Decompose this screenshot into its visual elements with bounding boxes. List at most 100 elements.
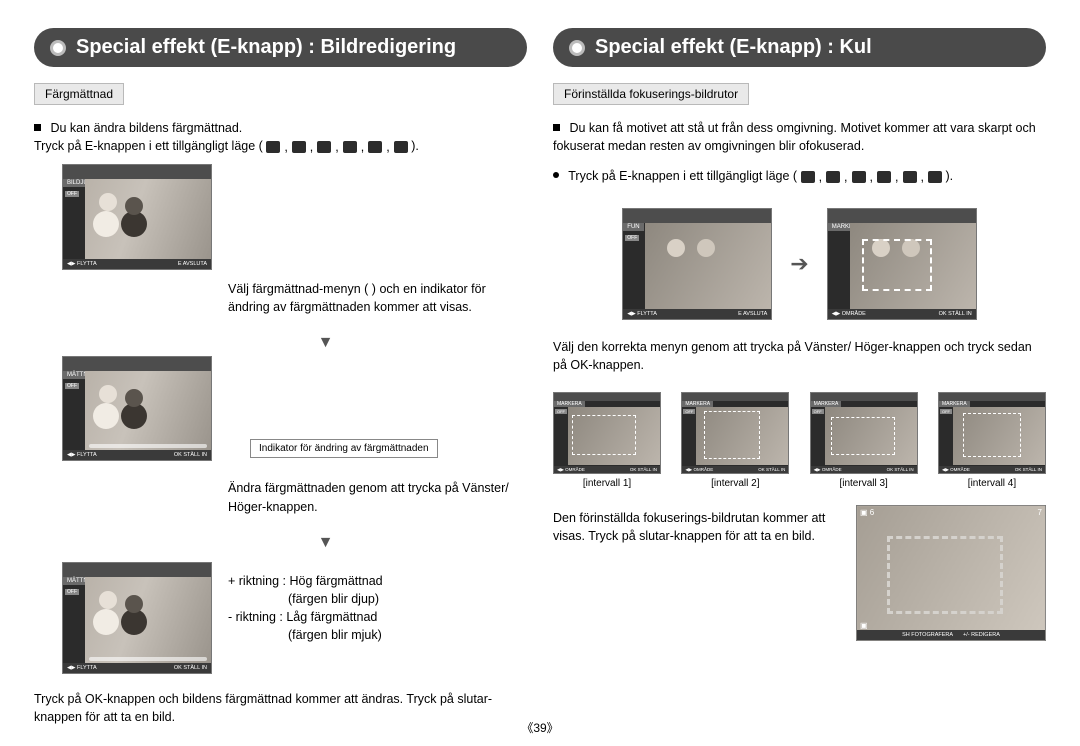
interval-item: MARKERA OFF ◀▶ OMRÅDEOK STÄLL IN [interv… xyxy=(553,392,661,489)
screen3-off: OFF xyxy=(65,589,79,595)
screen1-off: OFF xyxy=(65,191,79,197)
pair-screen-right: MARKERA ◀▶ OMRÅDEOK STÄLL IN xyxy=(827,208,977,320)
mode-icon xyxy=(394,141,408,153)
arrow-right-icon: ➔ xyxy=(790,251,808,277)
right-title-pill: Special effekt (E-knapp) : Kul xyxy=(553,28,1046,67)
interval-screen: MARKERA OFF ◀▶ OMRÅDEOK STÄLL IN xyxy=(553,392,661,474)
final-block: Den förinställda fokuserings-bildrutan k… xyxy=(553,505,1046,641)
left-subhead: Färgmättnad xyxy=(34,83,124,105)
pair-right-br: OK STÄLL IN xyxy=(939,311,972,317)
interval-item: MARKERA OFF ◀▶ OMRÅDEOK STÄLL IN [interv… xyxy=(810,392,918,489)
camera-screen-1: BILDJUSTERING OFF ◀▶ FLYTTAE AVSLUTA xyxy=(62,164,212,270)
interval-screen: MARKERA OFF ◀▶ OMRÅDEOK STÄLL IN xyxy=(681,392,789,474)
mode-icon xyxy=(826,171,840,183)
dir-minus-b: (färgen blir mjuk) xyxy=(228,628,382,642)
dir-plus-b: (färgen blir djup) xyxy=(228,592,379,606)
pair-right-bl: ◀▶ OMRÅDE xyxy=(832,311,866,317)
interval-bot-r: OK STÄLL IN xyxy=(630,467,657,472)
right-intro2a: Tryck på E-knappen i ett tillgängligt lä… xyxy=(568,169,797,183)
interval-focus-frame xyxy=(963,413,1021,457)
interval-bot-r: OK STÄLL IN xyxy=(1015,467,1042,472)
indicator-callout: Indikator för ändring av färgmättnaden xyxy=(250,439,438,458)
right-column: Special effekt (E-knapp) : Kul Förinstäl… xyxy=(553,28,1046,734)
mode-icon xyxy=(928,171,942,183)
mode-icon xyxy=(292,141,306,153)
left-intro-line2b: ). xyxy=(411,139,419,153)
interval-bot-l: ◀▶ OMRÅDE xyxy=(685,467,713,473)
left-intro: Du kan ändra bildens färgmättnad. Tryck … xyxy=(34,119,527,156)
left-intro-line2a: Tryck på E-knappen i ett tillgängligt lä… xyxy=(34,139,263,153)
mode-icon xyxy=(852,171,866,183)
square-bullet-icon xyxy=(34,124,41,131)
screen1-bot-right: E AVSLUTA xyxy=(178,261,207,267)
final-bot-r: +/- REDIGERA xyxy=(963,632,1000,638)
final-big-screen: ▣ 6 7 ▣ SH FOTOGRAFERA+/- REDIGERA xyxy=(856,505,1046,641)
pair-screen-left: FUN OFF ◀▶ FLYTTA E AVSLUTA xyxy=(622,208,772,320)
mode-icon xyxy=(877,171,891,183)
interval-off: OFF xyxy=(812,409,824,414)
screen2-bot-left: ◀▶ FLYTTA xyxy=(67,452,97,458)
right-mid: Välj den korrekta menyn genom att trycka… xyxy=(553,338,1046,374)
left-outro: Tryck på OK-knappen och bildens färgmätt… xyxy=(34,690,527,726)
interval-focus-frame xyxy=(831,417,895,455)
screen2-off: OFF xyxy=(65,383,79,389)
square-bullet-icon xyxy=(553,124,560,131)
final-bot-l: SH FOTOGRAFERA xyxy=(902,632,953,638)
pair-left-off: OFF xyxy=(625,235,639,241)
left-step1: Välj färgmättnad-menyn ( ) och en indika… xyxy=(228,280,527,316)
arrow-down-icon: ▼ xyxy=(124,334,527,352)
right-intro2: Tryck på E-knappen i ett tillgängligt lä… xyxy=(553,167,1046,186)
mode-icon xyxy=(903,171,917,183)
screen3-bot-right: OK STÄLL IN xyxy=(174,665,207,671)
final-tr: 7 xyxy=(1038,508,1042,517)
interval-bot-r: OK STÄLL IN xyxy=(758,467,785,472)
interval-focus-frame xyxy=(572,415,636,455)
dir-minus-a: - riktning : Låg färgmättnad xyxy=(228,610,377,624)
right-intro1: Du kan få motivet att stå ut från dess o… xyxy=(553,119,1046,155)
pair-left-bl: ◀▶ FLYTTA xyxy=(627,311,657,317)
mode-icon xyxy=(317,141,331,153)
page-number: 《39》 xyxy=(521,719,558,736)
interval-focus-frame xyxy=(704,411,760,459)
interval-screen: MARKERA OFF ◀▶ OMRÅDEOK STÄLL IN xyxy=(810,392,918,474)
interval-bot-l: ◀▶ OMRÅDE xyxy=(814,467,842,473)
right-intro1-text: Du kan få motivet att stå ut från dess o… xyxy=(553,121,1036,153)
pair-left-label: FUN xyxy=(623,223,643,231)
final-focus-frame xyxy=(887,536,1003,614)
interval-off: OFF xyxy=(555,409,567,414)
left-intro-line1: Du kan ändra bildens färgmättnad. xyxy=(50,121,242,135)
interval-bot-r: OK STÄLL IN xyxy=(887,467,914,472)
mode-icons-row: , , , , , xyxy=(801,168,942,186)
left-step2: Ändra färgmättnaden genom att trycka på … xyxy=(228,479,527,515)
interval-caption: [intervall 2] xyxy=(681,478,789,489)
interval-item: MARKERA OFF ◀▶ OMRÅDEOK STÄLL IN [interv… xyxy=(681,392,789,489)
left-column: Special effekt (E-knapp) : Bildredigerin… xyxy=(34,28,527,734)
interval-off: OFF xyxy=(683,409,695,414)
mode-icon xyxy=(343,141,357,153)
screen2-bot-right: OK STÄLL IN xyxy=(174,452,207,458)
screen-pair: FUN OFF ◀▶ FLYTTAE AVSLUTA ➔ MARKERA ◀▶ … xyxy=(553,208,1046,320)
interval-off: OFF xyxy=(940,409,952,414)
dir-plus-a: + riktning : Hög färgmättnad xyxy=(228,574,383,588)
final-text: Den förinställda fokuserings-bildrutan k… xyxy=(553,509,838,545)
interval-grid: MARKERA OFF ◀▶ OMRÅDEOK STÄLL IN [interv… xyxy=(553,392,1046,489)
round-bullet-icon xyxy=(553,172,559,178)
focus-frame xyxy=(862,239,932,291)
direction-block: + riktning : Hög färgmättnad (färgen bli… xyxy=(228,566,527,645)
interval-item: MARKERA OFF ◀▶ OMRÅDEOK STÄLL IN [interv… xyxy=(938,392,1046,489)
camera-screen-3: MÄTTNAD OFF ◀▶ FLYTTAOK STÄLL IN xyxy=(62,562,212,674)
mode-icons-row: , , , , , xyxy=(266,138,407,156)
interval-caption: [intervall 3] xyxy=(810,478,918,489)
interval-bot-l: ◀▶ OMRÅDE xyxy=(557,467,585,473)
screen1-bot-left: ◀▶ FLYTTA xyxy=(67,261,97,267)
final-bl: ▣ xyxy=(860,621,868,630)
camera-screen-2: MÄTTNAD OFF ◀▶ FLYTTAOK STÄLL IN xyxy=(62,356,212,462)
screen3-bot-left: ◀▶ FLYTTA xyxy=(67,665,97,671)
left-title-pill: Special effekt (E-knapp) : Bildredigerin… xyxy=(34,28,527,67)
mode-icon xyxy=(801,171,815,183)
pair-left-br: E AVSLUTA xyxy=(738,311,767,317)
interval-caption: [intervall 4] xyxy=(938,478,1046,489)
right-intro2b: ). xyxy=(945,169,953,183)
mode-icon xyxy=(266,141,280,153)
interval-caption: [intervall 1] xyxy=(553,478,661,489)
